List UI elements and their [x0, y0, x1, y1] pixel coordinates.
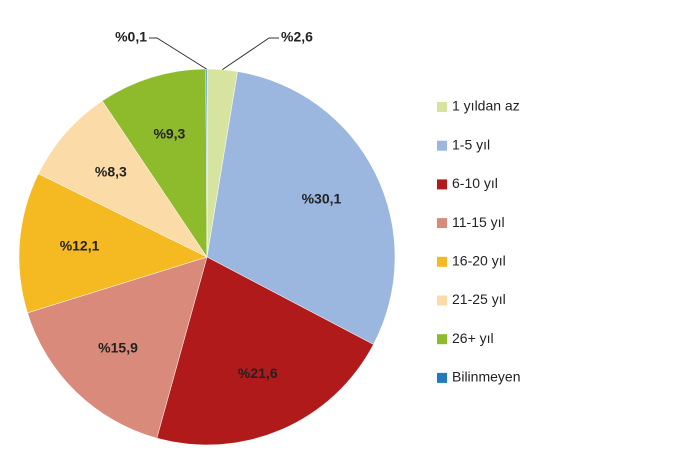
legend-swatch [437, 218, 447, 229]
value-label: %2,6 [281, 29, 313, 45]
legend-label: Bilinmeyen [452, 369, 520, 385]
leader-line [149, 37, 207, 70]
value-label: %9,3 [153, 126, 185, 142]
legend-label: 1 yıldan az [452, 98, 520, 114]
legend-swatch [437, 334, 447, 345]
pie-slice [18, 173, 208, 314]
legend-swatch [437, 295, 447, 306]
value-label: %21,6 [238, 365, 278, 381]
pie-slice [156, 256, 374, 446]
legend-label: 21-25 yıl [452, 291, 506, 307]
value-label: %12,1 [60, 238, 100, 254]
pie-slice [101, 68, 208, 258]
legend-swatch [437, 140, 447, 151]
leader-line [222, 37, 279, 71]
legend-label: 26+ yıl [452, 330, 494, 346]
value-label: %0,1 [115, 29, 147, 45]
legend-swatch [437, 372, 447, 383]
pie-slice [206, 71, 396, 345]
legend-label: 11-15 yıl [452, 214, 505, 230]
legend-swatch [437, 102, 447, 112]
legend-label: 6-10 yıl [452, 175, 498, 191]
legend-label: 16-20 yıl [452, 253, 506, 269]
value-label: %8,3 [95, 163, 127, 179]
pie-slice [38, 100, 208, 258]
legend-swatch [437, 256, 447, 267]
legend-swatch [437, 179, 447, 190]
value-label: %30,1 [302, 191, 342, 207]
legend-label: 1-5 yıl [452, 136, 490, 152]
pie-slice [27, 256, 208, 439]
value-label: %15,9 [98, 340, 138, 356]
